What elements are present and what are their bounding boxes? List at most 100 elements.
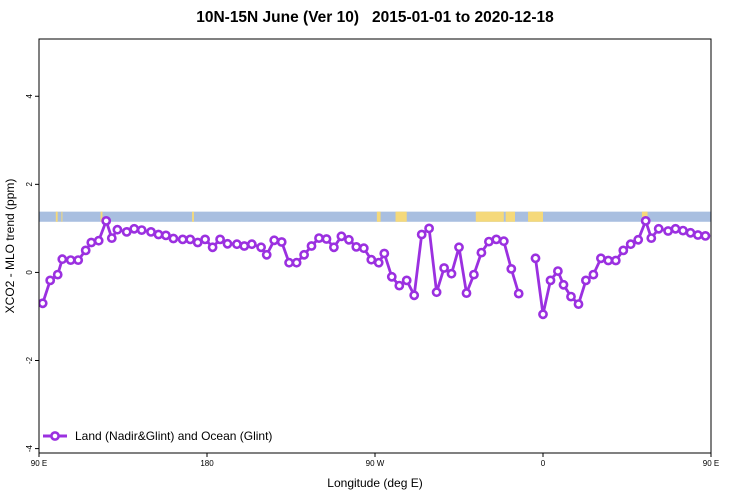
- data-point: [246, 239, 257, 250]
- data-point: [545, 275, 556, 286]
- x-tick-label: 0: [541, 459, 546, 468]
- data-point: [112, 224, 123, 235]
- land-segment: [376, 211, 381, 222]
- data-point: [336, 231, 347, 242]
- land-segment: [728, 212, 743, 222]
- data-point: [401, 275, 412, 286]
- x-tick-label: 90 E: [31, 459, 47, 468]
- data-point: [351, 241, 362, 252]
- data-point: [45, 275, 56, 286]
- data-point: [379, 248, 390, 259]
- data-point: [538, 309, 548, 320]
- data-point: [284, 257, 294, 268]
- data-point: [129, 223, 140, 234]
- data-point: [573, 299, 584, 309]
- data-point: [678, 225, 688, 236]
- data-point: [506, 263, 517, 274]
- data-point: [700, 230, 711, 241]
- data-point: [231, 239, 242, 250]
- data-point: [439, 263, 449, 273]
- data-point: [291, 257, 302, 268]
- data-point: [373, 257, 384, 268]
- legend-label: Land (Nadir&Glint) and Ocean (Glint): [75, 429, 272, 443]
- data-point: [321, 234, 332, 244]
- data-point: [153, 229, 164, 240]
- data-point: [588, 269, 599, 280]
- data-point: [306, 241, 317, 251]
- x-tick-label: 90 W: [366, 459, 385, 468]
- data-point: [207, 242, 218, 253]
- data-point: [366, 254, 377, 265]
- land-segment: [100, 211, 103, 222]
- data-point: [424, 223, 434, 234]
- data-point: [328, 242, 339, 253]
- data-point: [86, 237, 97, 248]
- data-point: [625, 239, 636, 250]
- data-point: [121, 226, 132, 237]
- data-point: [106, 233, 117, 243]
- data-point: [314, 233, 324, 243]
- data-point: [416, 229, 427, 240]
- data-point: [160, 230, 171, 241]
- land-segment: [475, 211, 504, 222]
- data-point: [261, 249, 272, 260]
- data-point: [468, 269, 479, 280]
- land-segment: [55, 211, 58, 222]
- y-axis: -4 -2 0 2 4: [25, 93, 39, 452]
- data-point: [343, 234, 354, 245]
- data-point: [409, 290, 420, 301]
- data-point: [299, 249, 309, 260]
- data-point: [498, 236, 509, 247]
- data-point: [239, 241, 250, 251]
- data-point: [136, 225, 147, 235]
- data-point: [581, 275, 591, 286]
- data-point: [640, 215, 651, 226]
- data-point: [185, 234, 196, 245]
- data-point: [670, 223, 681, 234]
- data-point: [93, 235, 104, 246]
- y-tick-label: -2: [25, 356, 34, 364]
- data-point: [394, 280, 405, 291]
- data-point: [39, 298, 48, 309]
- data-point: [603, 255, 614, 266]
- land-segment: [528, 211, 543, 222]
- y-axis-title: XCO2 - MLO trend (ppm): [3, 179, 17, 314]
- data-point: [269, 235, 280, 246]
- x-axis: 90 E 180 90 W 0 90 E: [31, 453, 719, 468]
- legend: Land (Nadir&Glint) and Ocean (Glint): [43, 429, 272, 443]
- legend-marker-swatch: [50, 431, 60, 441]
- y-tick-label: 4: [25, 93, 34, 98]
- data-point: [386, 271, 397, 282]
- ocean-band: [39, 211, 711, 222]
- data-point: [491, 234, 502, 245]
- data-point: [454, 242, 464, 253]
- x-tick-label: 90 E: [703, 459, 719, 468]
- plot-frame: [38, 38, 712, 454]
- data-point: [446, 268, 457, 279]
- data-point: [358, 243, 369, 254]
- x-tick-label: 180: [200, 459, 214, 468]
- data-point: [276, 237, 287, 247]
- chart-title: 10N-15N June (Ver 10) 2015-01-01 to 2020…: [196, 9, 554, 26]
- data-point: [476, 247, 487, 258]
- land-segment: [395, 211, 407, 222]
- x-axis-title: Longitude (deg E): [327, 476, 422, 490]
- land-segment: [61, 211, 63, 222]
- data-point: [693, 230, 703, 240]
- series-layer: [39, 215, 711, 320]
- land-segment: [192, 211, 194, 222]
- data-point: [57, 254, 68, 265]
- data-point: [146, 226, 156, 237]
- data-point: [513, 288, 524, 299]
- data-point: [653, 223, 664, 234]
- land-segment: [505, 211, 515, 222]
- data-point: [646, 233, 657, 243]
- data-point: [200, 234, 210, 245]
- data-point: [192, 237, 203, 248]
- data-point: [566, 291, 576, 302]
- data-point: [222, 238, 233, 249]
- data-point: [610, 255, 621, 266]
- data-point: [101, 215, 112, 226]
- data-point: [73, 255, 84, 265]
